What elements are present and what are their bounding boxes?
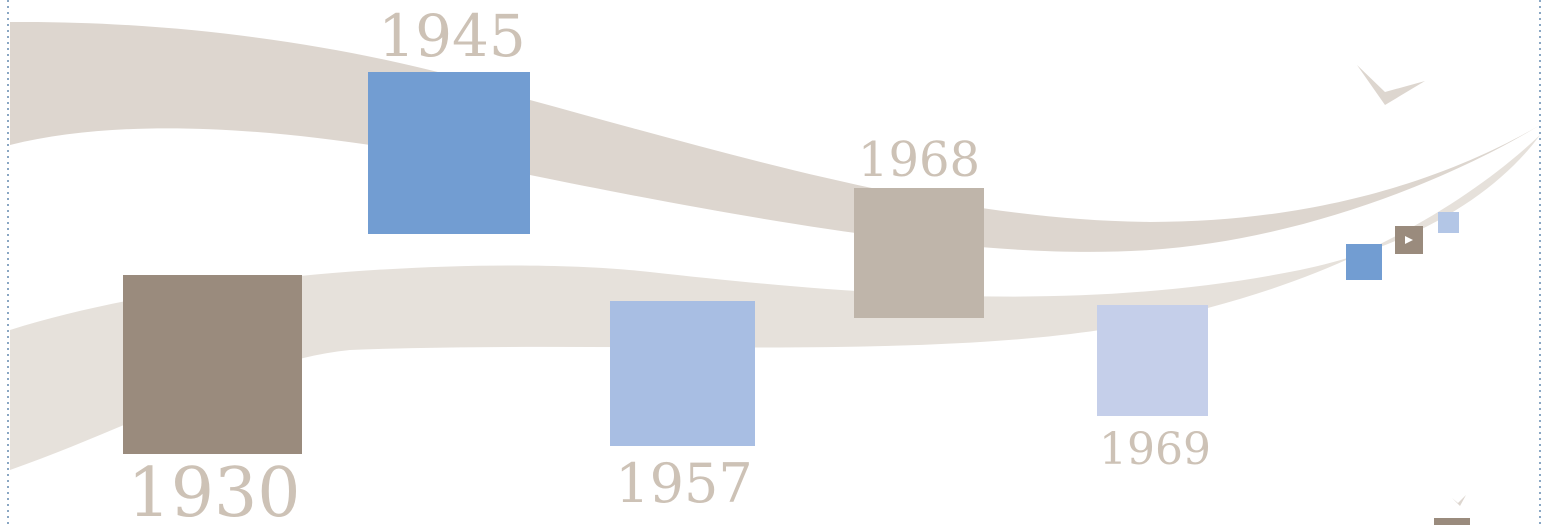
timeline-slide: 1945 1968 1930 1957 1969 (0, 0, 1551, 525)
bird-icon-small (1452, 495, 1466, 506)
year-box (123, 275, 302, 454)
year-label: 1969 (1099, 424, 1211, 475)
year-label: 1945 (378, 2, 526, 70)
year-box (854, 188, 984, 318)
nav-square[interactable] (1346, 244, 1382, 280)
year-label: 1968 (858, 132, 980, 188)
year-label: 1957 (615, 452, 752, 515)
corner-mark (1434, 518, 1470, 525)
year-box (610, 301, 755, 446)
nav-square[interactable] (1438, 212, 1459, 233)
year-label: 1930 (127, 454, 300, 525)
bird-icon (1357, 65, 1425, 105)
year-box (368, 72, 530, 234)
upper-swoosh (10, 22, 1540, 252)
year-box (1097, 305, 1208, 416)
